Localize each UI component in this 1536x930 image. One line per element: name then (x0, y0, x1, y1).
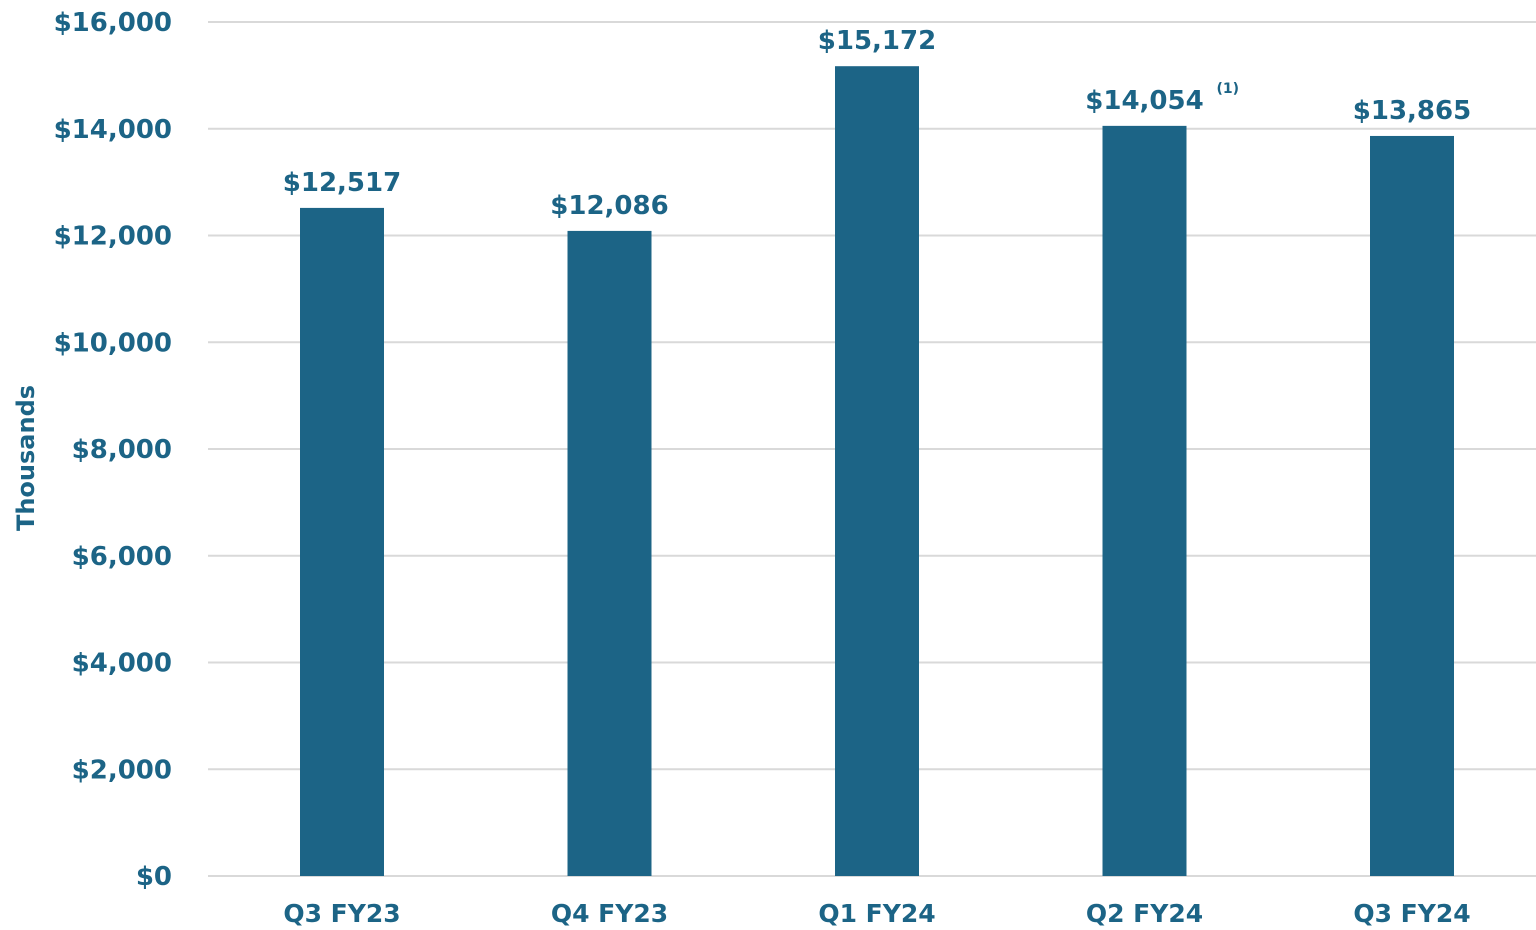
y-tick-label: $2,000 (72, 755, 172, 785)
footnote-marker: (1) (1217, 81, 1240, 97)
x-category-label: Q3 FY24 (1353, 899, 1470, 928)
bar (835, 66, 919, 876)
y-tick-label: $8,000 (72, 435, 172, 465)
y-axis-ticks: $0 $2,000 $4,000 $6,000 $8,000 $10,000 $12,000… (54, 8, 172, 892)
y-tick-label: $16,000 (54, 8, 172, 38)
data-label: $12,517 (283, 168, 401, 198)
y-tick-label: $10,000 (54, 328, 172, 358)
data-label: $14,054 (1085, 86, 1203, 116)
y-tick-label: $12,000 (54, 222, 172, 252)
y-axis-title: Thousands (12, 385, 40, 531)
bars (300, 66, 1454, 877)
x-axis-categories: Q3 FY23 Q4 FY23 Q1 FY24 Q2 FY24 Q3 FY24 (283, 899, 1470, 928)
bar (300, 207, 384, 876)
bar (1370, 135, 1454, 876)
bar (1102, 125, 1187, 877)
y-tick-label: $14,000 (54, 115, 172, 145)
data-label: $15,172 (818, 26, 936, 56)
data-label: $12,086 (550, 191, 668, 221)
bar (567, 230, 652, 877)
x-category-label: Q4 FY23 (551, 899, 668, 928)
y-tick-label: $0 (136, 862, 172, 892)
x-category-label: Q1 FY24 (818, 899, 935, 928)
data-label: $13,865 (1353, 96, 1471, 126)
data-labels: $12,517 $12,086 $15,172 $14,054 (1) $13,865 (283, 26, 1471, 221)
x-category-label: Q3 FY23 (283, 899, 400, 928)
y-tick-label: $4,000 (72, 649, 172, 679)
y-tick-label: $6,000 (72, 542, 172, 572)
x-category-label: Q2 FY24 (1086, 899, 1203, 928)
